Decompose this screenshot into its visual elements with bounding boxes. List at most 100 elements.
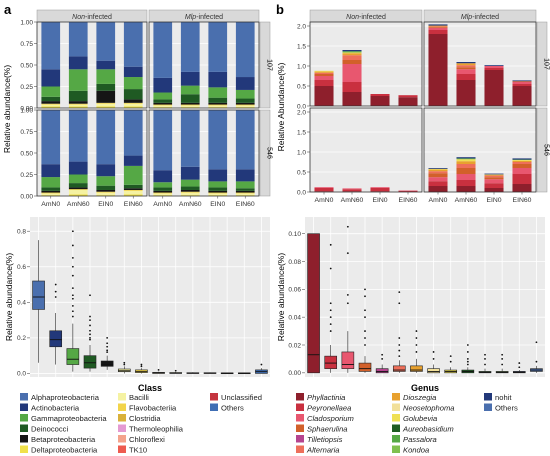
bar-segment — [123, 103, 143, 107]
outlier-point — [71, 265, 74, 268]
facet-label: Non-infected — [346, 14, 386, 21]
outlier-point — [329, 267, 332, 270]
outlier-point — [71, 256, 74, 259]
bar-segment — [314, 187, 334, 188]
outlier-point — [449, 360, 452, 363]
bar-segment — [68, 161, 88, 175]
outlier-point — [71, 230, 74, 233]
outlier-point — [398, 302, 401, 305]
facet-strip-row — [259, 109, 271, 197]
outlier-point — [71, 287, 74, 290]
bar-segment — [153, 190, 173, 193]
bar-segment — [235, 169, 255, 182]
bar-segment — [68, 183, 88, 188]
legend-label: Others — [221, 403, 244, 412]
outlier-point — [432, 351, 435, 353]
bar-segment — [123, 194, 143, 196]
legend-swatch — [392, 414, 400, 422]
legend-label: Betaproteobacteria — [31, 435, 96, 444]
bar-segment — [428, 24, 448, 26]
bar-segment — [342, 55, 362, 60]
legend-label: Alphaproteobacteria — [31, 393, 100, 402]
bar-segment — [41, 69, 61, 87]
bar-segment — [68, 189, 88, 190]
y-tick-label: 0.10 — [288, 231, 301, 238]
panel-bg — [305, 217, 545, 377]
legend-label: Clostridia — [129, 414, 161, 423]
bar-segment — [180, 191, 200, 193]
bar-segment — [96, 164, 116, 177]
bar-segment — [235, 181, 255, 189]
box — [375, 368, 389, 374]
bar-segment — [456, 161, 476, 164]
bar-segment — [398, 190, 418, 192]
bar-segment — [96, 90, 116, 103]
bar-segment — [235, 102, 255, 105]
facet-label: Mlp-infected — [185, 14, 223, 21]
bar-segment — [512, 80, 532, 82]
outlier-point — [346, 225, 349, 228]
bar-segment — [428, 26, 448, 28]
facet-row-label: 546 — [543, 144, 550, 156]
outlier-point — [329, 316, 332, 319]
bar-segment — [314, 76, 334, 80]
y-tick-label: 1.0 — [297, 149, 306, 156]
legend-label: Chloroflexi — [129, 435, 165, 444]
bar-segment — [123, 190, 143, 195]
legend-label: Sphaerulina — [307, 424, 348, 433]
bar-segment — [235, 193, 255, 196]
bar-segment — [342, 64, 362, 82]
legend-swatch — [20, 435, 28, 443]
bar-segment — [208, 104, 228, 106]
y-tick-label: 0.2 — [17, 335, 26, 342]
outlier-point — [346, 252, 349, 255]
legend-swatch — [296, 424, 304, 432]
outlier-point — [89, 338, 91, 341]
bar-segment — [96, 185, 116, 190]
bar-segment — [428, 28, 448, 30]
legend-label: Aureobasidium — [402, 424, 454, 433]
boxplot-chart-a: 0.0 0.2 0.4 0.6 0.8 Class Relative abundance(%… — [4, 217, 270, 393]
bar-segment — [428, 169, 448, 172]
bar-segment — [180, 192, 200, 196]
box — [341, 351, 355, 369]
y-tick-label: 0.25 — [20, 84, 33, 91]
bar-segment — [235, 192, 255, 194]
bar-segment — [398, 97, 418, 106]
outlier-point — [398, 349, 401, 352]
legend-swatch — [118, 414, 126, 422]
outlier-point — [415, 337, 418, 339]
bar-segment — [314, 188, 334, 192]
bar-segment — [370, 187, 390, 188]
facet-row-label: 107 — [266, 59, 273, 71]
outlier-point — [89, 294, 91, 297]
x-tick-label: AmN60 — [341, 197, 364, 204]
outlier-point — [106, 349, 109, 352]
outlier-point — [501, 353, 504, 356]
bar-segment — [428, 177, 448, 182]
bar-segment — [153, 77, 173, 93]
bar-segment — [208, 169, 228, 182]
y-tick-label: 1.00 — [20, 107, 33, 114]
bar-segment — [484, 177, 504, 180]
outlier-point — [140, 365, 143, 368]
panel-border — [309, 21, 423, 107]
bar-segment — [41, 164, 61, 178]
bar-segment — [208, 105, 228, 108]
bar-segment — [208, 107, 228, 108]
outlier-point — [432, 358, 435, 360]
bar-segment — [235, 110, 255, 170]
bar-segment — [180, 179, 200, 187]
bar-segment — [41, 177, 61, 188]
bar-segment — [153, 187, 173, 191]
bar-segment — [41, 86, 61, 97]
outlier-point — [123, 361, 126, 364]
bar-segment — [235, 104, 255, 106]
outlier-point — [89, 333, 91, 336]
y-tick-label: 1.0 — [297, 63, 306, 70]
legend-label: Bacilli — [129, 393, 149, 402]
bar-segment — [123, 165, 143, 185]
bar-segment — [41, 190, 61, 193]
outlier-point — [329, 309, 332, 312]
